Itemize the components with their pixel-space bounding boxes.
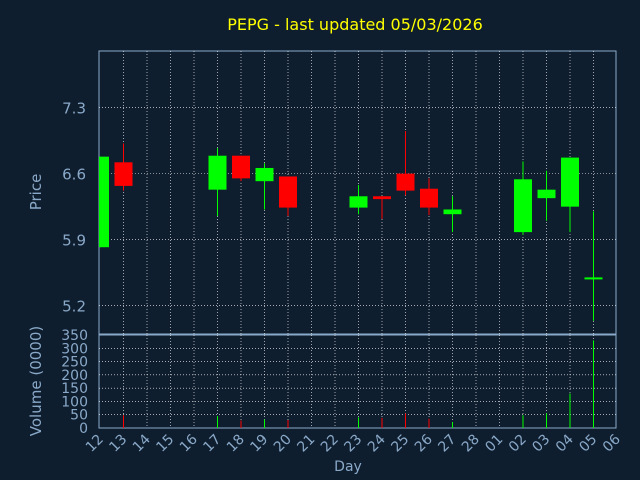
candle-body xyxy=(561,157,579,207)
volume-grid xyxy=(99,335,616,428)
candle-body xyxy=(232,155,250,179)
volume-tick-label: 50 xyxy=(70,408,88,424)
candle-body xyxy=(373,196,391,200)
candle-body xyxy=(443,209,462,215)
volume-tick-label: 100 xyxy=(61,394,88,410)
price-tick-label: 5.9 xyxy=(62,232,86,250)
volume-panel-frame xyxy=(98,334,617,429)
chart-title: PEPG - last updated 05/03/2026 xyxy=(227,15,483,34)
price-tick-label: 7.3 xyxy=(62,100,86,118)
candle-body xyxy=(420,188,438,208)
candle-body xyxy=(514,179,532,233)
price-y-ticks: 7.3 6.6 5.9 5.2 xyxy=(62,100,86,316)
volume-tick-label: 250 xyxy=(61,355,88,371)
candle-body xyxy=(99,156,109,248)
price-axis-label: Price xyxy=(27,174,45,211)
volume-tick-label: 200 xyxy=(61,368,88,384)
volume-tick-label: 150 xyxy=(61,381,88,397)
volume-axis-label: Volume (0000) xyxy=(27,326,45,436)
candles xyxy=(99,131,603,321)
x-axis-label: Day xyxy=(334,459,362,475)
candle-body xyxy=(584,277,603,280)
candle-body xyxy=(396,173,415,191)
volume-bars xyxy=(123,340,594,428)
price-panel: 7.3 6.6 5.9 5.2 Price xyxy=(27,50,617,335)
x-axis-ticks: 12 13 14 15 16 17 18 19 20 21 22 23 24 25 26 27 28 01 02 03… xyxy=(83,431,624,455)
candle-body xyxy=(537,189,556,199)
candle-body xyxy=(349,196,368,208)
volume-tick-label: 350 xyxy=(61,328,88,344)
price-tick-label: 6.6 xyxy=(62,166,86,184)
volume-tick-label: 0 xyxy=(79,421,88,437)
volume-tick-label: 300 xyxy=(61,341,88,357)
candle-body xyxy=(208,155,227,190)
candle-body xyxy=(114,162,133,186)
candle-body xyxy=(255,167,274,182)
price-tick-label: 5.2 xyxy=(62,298,86,316)
candle-body xyxy=(279,176,297,208)
